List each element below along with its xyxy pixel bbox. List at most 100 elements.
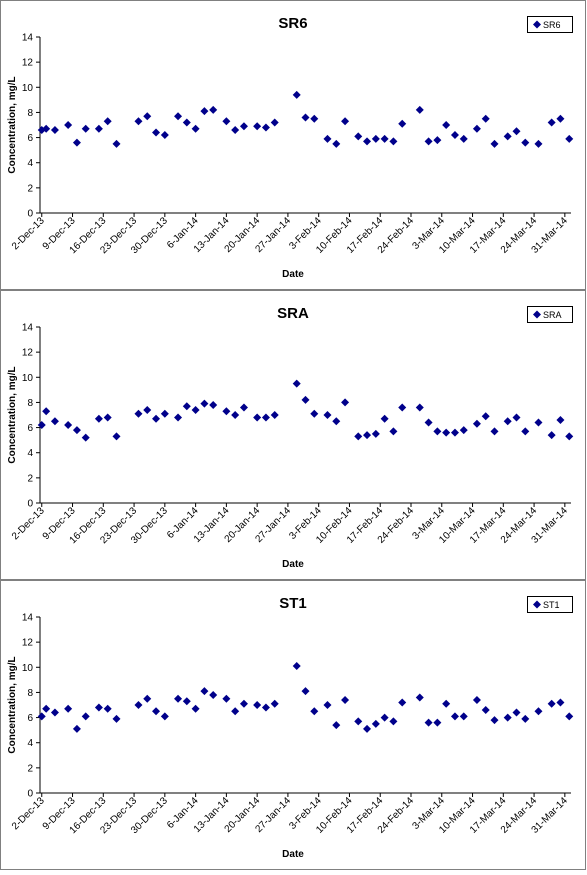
y-tick-label: 6 [27, 133, 33, 144]
data-point [450, 712, 459, 721]
data-point [261, 123, 270, 132]
data-point [261, 413, 270, 422]
data-point [433, 136, 442, 145]
legend-label: SRA [543, 310, 562, 320]
legend-box [527, 306, 573, 323]
data-point [534, 418, 543, 427]
data-point [481, 706, 490, 715]
data-point [112, 139, 121, 148]
data-point [134, 701, 143, 709]
y-axis-label: Concentration, mg/L [7, 656, 18, 753]
y-tick-label: 0 [27, 789, 33, 800]
data-point [450, 428, 459, 437]
y-tick-label: 8 [27, 688, 33, 699]
y-tick-label: 0 [27, 209, 33, 220]
data-point [371, 134, 380, 143]
data-point [380, 414, 389, 423]
data-point [239, 403, 248, 412]
data-point [191, 704, 200, 713]
data-point [354, 132, 363, 141]
y-tick-label: 2 [27, 473, 33, 484]
data-point [94, 124, 103, 133]
data-point [310, 409, 319, 418]
data-point [521, 714, 530, 723]
y-tick-label: 12 [22, 58, 34, 69]
y-tick-label: 12 [22, 638, 34, 649]
data-point [503, 417, 512, 426]
data-point [270, 411, 279, 419]
data-point [442, 428, 451, 437]
data-point [415, 105, 424, 114]
data-point [380, 134, 389, 143]
data-point [323, 134, 332, 143]
data-point [415, 403, 424, 412]
data-point [503, 713, 512, 722]
data-point [380, 713, 389, 722]
data-point [292, 662, 301, 671]
data-point [37, 126, 46, 135]
data-point [182, 402, 191, 411]
data-point [174, 694, 183, 703]
y-tick-label: 0 [27, 499, 33, 510]
data-point [103, 413, 112, 422]
legend-marker [533, 600, 541, 609]
data-point [371, 429, 380, 438]
y-axis-label: Concentration, mg/L [7, 366, 18, 463]
data-point [222, 117, 231, 126]
data-point [231, 411, 240, 419]
y-tick-label: 2 [27, 183, 33, 194]
data-point [323, 701, 332, 709]
y-tick-label: 14 [22, 613, 34, 624]
data-point [556, 698, 565, 707]
y-tick-label: 10 [22, 663, 34, 674]
data-point [389, 717, 398, 726]
data-point [261, 703, 270, 712]
data-point [481, 412, 490, 421]
data-point [200, 687, 209, 696]
data-point [64, 121, 73, 129]
legend-label: SR6 [543, 20, 561, 30]
data-point [490, 716, 499, 725]
data-point [556, 416, 565, 425]
data-point [332, 417, 341, 426]
data-point [415, 693, 424, 702]
data-point [481, 114, 490, 123]
data-point [371, 719, 380, 728]
data-point [143, 112, 152, 121]
data-point [81, 712, 90, 721]
data-point [174, 413, 183, 422]
data-point [424, 137, 433, 146]
x-axis-label: Date [282, 269, 304, 280]
data-point [341, 117, 350, 126]
data-point [310, 707, 319, 716]
data-point [534, 139, 543, 148]
data-point [398, 698, 407, 707]
data-point [103, 117, 112, 126]
y-tick-label: 12 [22, 348, 34, 359]
data-point [239, 699, 248, 708]
data-point [301, 395, 310, 404]
y-axis-label: Concentration, mg/L [7, 76, 18, 173]
data-point [292, 90, 301, 99]
data-point [160, 409, 169, 418]
data-point [253, 413, 262, 422]
data-point [209, 400, 218, 409]
legend: SR6 [527, 16, 573, 33]
data-point [450, 131, 459, 140]
data-point [459, 712, 468, 721]
data-point [472, 124, 481, 133]
data-point [64, 421, 73, 430]
data-point [512, 413, 521, 422]
y-tick-label: 10 [22, 83, 34, 94]
data-point [442, 699, 451, 708]
y-tick-label: 4 [27, 448, 33, 459]
data-point [182, 697, 191, 706]
legend: ST1 [527, 596, 573, 613]
data-point [222, 407, 231, 416]
data-point [389, 427, 398, 436]
data-point [270, 118, 279, 127]
data-point [547, 118, 556, 127]
y-tick-label: 8 [27, 398, 33, 409]
